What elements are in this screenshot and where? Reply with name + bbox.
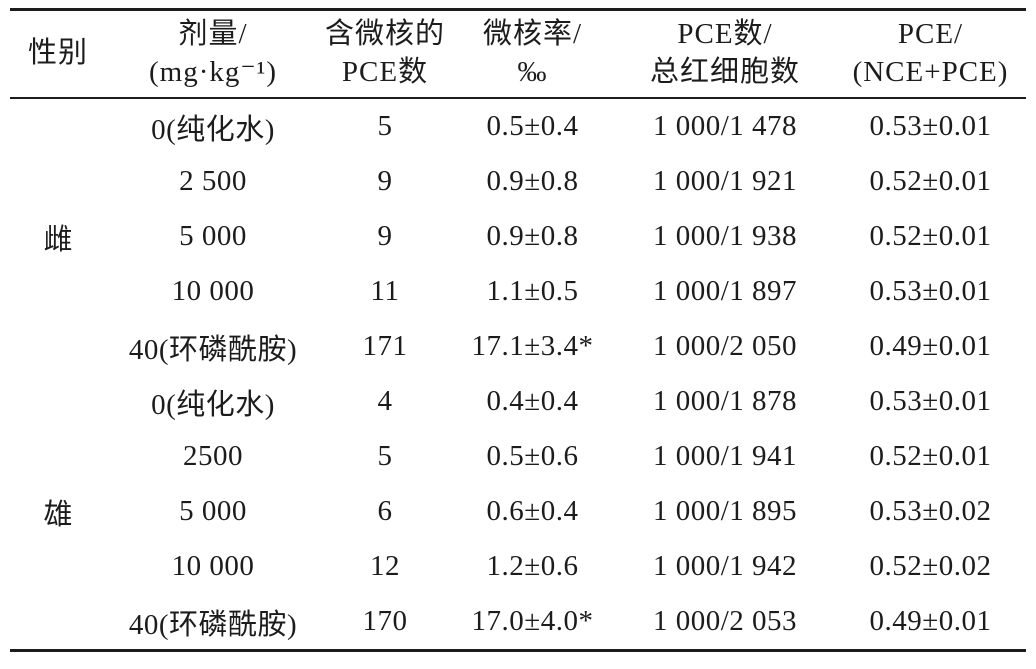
header-row: 性别 剂量/ (mg·kg⁻¹) 含微核的 PCE数 微核率/ ‰ PCE数/ …: [10, 9, 1026, 99]
pce-ratio-cell: 0.49±0.01: [869, 330, 992, 362]
pce-total-cell: 1 000/2 053: [652, 605, 798, 637]
table-row: 雄 0(纯化水) 4 0.4±0.4 1 000/1 878 0.53±0.01: [10, 374, 1026, 531]
table-header: 性别 剂量/ (mg·kg⁻¹) 含微核的 PCE数 微核率/ ‰ PCE数/ …: [10, 9, 1026, 99]
mn-pce-cell: 11: [370, 275, 400, 307]
dose-cell: 40(环磷酰胺): [128, 333, 298, 366]
pce-total-cell: 1 000/1 941: [652, 440, 798, 472]
pce-ratio-cell: 0.53±0.01: [869, 110, 992, 142]
mn-rate-cell: 0.5±0.4: [486, 110, 579, 142]
table-row: 40(环磷酰胺) 170 17.0±4.0* 1 000/2 053 0.49±…: [10, 594, 1026, 651]
pce-total-cell: 1 000/1 942: [652, 550, 798, 582]
pce-total-cell: 1 000/1 878: [652, 385, 798, 417]
mn-rate-cell: 17.0±4.0*: [471, 605, 594, 637]
table-row: 5 000 6 0.6±0.4 1 000/1 895 0.53±0.02: [10, 484, 1026, 539]
pce-total-cell: 1 000/1 938: [652, 220, 798, 252]
dose-cell: 40(环磷酰胺): [128, 608, 298, 641]
dose-cell: 5 000: [179, 220, 247, 252]
mn-pce-cell: 5: [377, 110, 393, 142]
mn-rate-cell: 0.9±0.8: [486, 165, 579, 197]
table-row: 10 000 12 1.2±0.6 1 000/1 942 0.52±0.02: [10, 539, 1026, 594]
mn-rate-cell: 17.1±3.4*: [471, 330, 594, 362]
mn-pce-cell: 170: [362, 605, 408, 637]
col-header-pce-ratio: PCE/ (NCE+PCE): [835, 9, 1026, 99]
mn-pce-cell: 4: [377, 385, 393, 417]
pce-ratio-cell: 0.53±0.02: [869, 495, 992, 527]
table-row: 雌 0(纯化水) 5 0.5±0.4 1 000/1 478 0.53±0.01: [10, 98, 1026, 256]
mn-rate-cell: 0.9±0.8: [486, 220, 579, 252]
mn-rate-cell: 1.1±0.5: [486, 275, 579, 307]
mn-pce-cell: 12: [370, 550, 400, 582]
table-row: 2500 5 0.5±0.6 1 000/1 941 0.52±0.01: [10, 429, 1026, 484]
dose-cell: 2500: [183, 440, 243, 472]
dose-cell: 0(纯化水): [151, 388, 275, 421]
mn-rate-cell: 0.5±0.6: [486, 440, 579, 472]
col-header-mn-pce: 含微核的 PCE数: [320, 9, 450, 99]
table-row: 2 500 9 0.9±0.8 1 000/1 921 0.52±0.01: [10, 154, 1026, 209]
pce-ratio-cell: 0.49±0.01: [869, 605, 992, 637]
pce-ratio-cell: 0.52±0.01: [869, 165, 992, 197]
mn-pce-cell: 171: [362, 330, 408, 362]
pce-total-cell: 1 000/1 478: [652, 110, 798, 142]
micronucleus-results-table: 性别 剂量/ (mg·kg⁻¹) 含微核的 PCE数 微核率/ ‰ PCE数/ …: [10, 8, 1026, 652]
table-row: 5 000 9 0.9±0.8 1 000/1 938 0.52±0.01: [10, 209, 1026, 264]
table-body: 雌 0(纯化水) 5 0.5±0.4 1 000/1 478 0.53±0.01…: [10, 98, 1026, 651]
col-header-sex: 性别: [10, 9, 106, 99]
mn-rate-cell: 1.2±0.6: [486, 550, 579, 582]
mn-pce-cell: 9: [377, 165, 393, 197]
pce-ratio-cell: 0.52±0.01: [869, 220, 992, 252]
dose-cell: 10 000: [171, 550, 255, 582]
mn-rate-cell: 0.6±0.4: [486, 495, 579, 527]
table-row: 40(环磷酰胺) 171 17.1±3.4* 1 000/2 050 0.49±…: [10, 319, 1026, 374]
mn-rate-cell: 0.4±0.4: [486, 385, 579, 417]
mn-pce-cell: 6: [377, 495, 393, 527]
col-header-pce-total: PCE数/ 总红细胞数: [615, 9, 835, 99]
pce-total-cell: 1 000/1 897: [652, 275, 798, 307]
pce-ratio-cell: 0.53±0.01: [869, 275, 992, 307]
dose-cell: 0(纯化水): [151, 113, 275, 146]
sex-group-female: 雌: [43, 223, 73, 256]
col-header-dose: 剂量/ (mg·kg⁻¹): [106, 9, 320, 99]
dose-cell: 10 000: [171, 275, 255, 307]
pce-total-cell: 1 000/1 895: [652, 495, 798, 527]
pce-total-cell: 1 000/2 050: [652, 330, 798, 362]
col-header-mn-rate: 微核率/ ‰: [450, 9, 615, 99]
sex-group-male: 雄: [43, 498, 73, 531]
pce-ratio-cell: 0.53±0.01: [869, 385, 992, 417]
dose-cell: 5 000: [179, 495, 247, 527]
table-row: 10 000 11 1.1±0.5 1 000/1 897 0.53±0.01: [10, 264, 1026, 319]
pce-ratio-cell: 0.52±0.02: [869, 550, 992, 582]
mn-pce-cell: 9: [377, 220, 393, 252]
dose-cell: 2 500: [179, 165, 247, 197]
pce-ratio-cell: 0.52±0.01: [869, 440, 992, 472]
mn-pce-cell: 5: [377, 440, 393, 472]
col-header-sex-label: 性别: [27, 37, 88, 70]
pce-total-cell: 1 000/1 921: [652, 165, 798, 197]
